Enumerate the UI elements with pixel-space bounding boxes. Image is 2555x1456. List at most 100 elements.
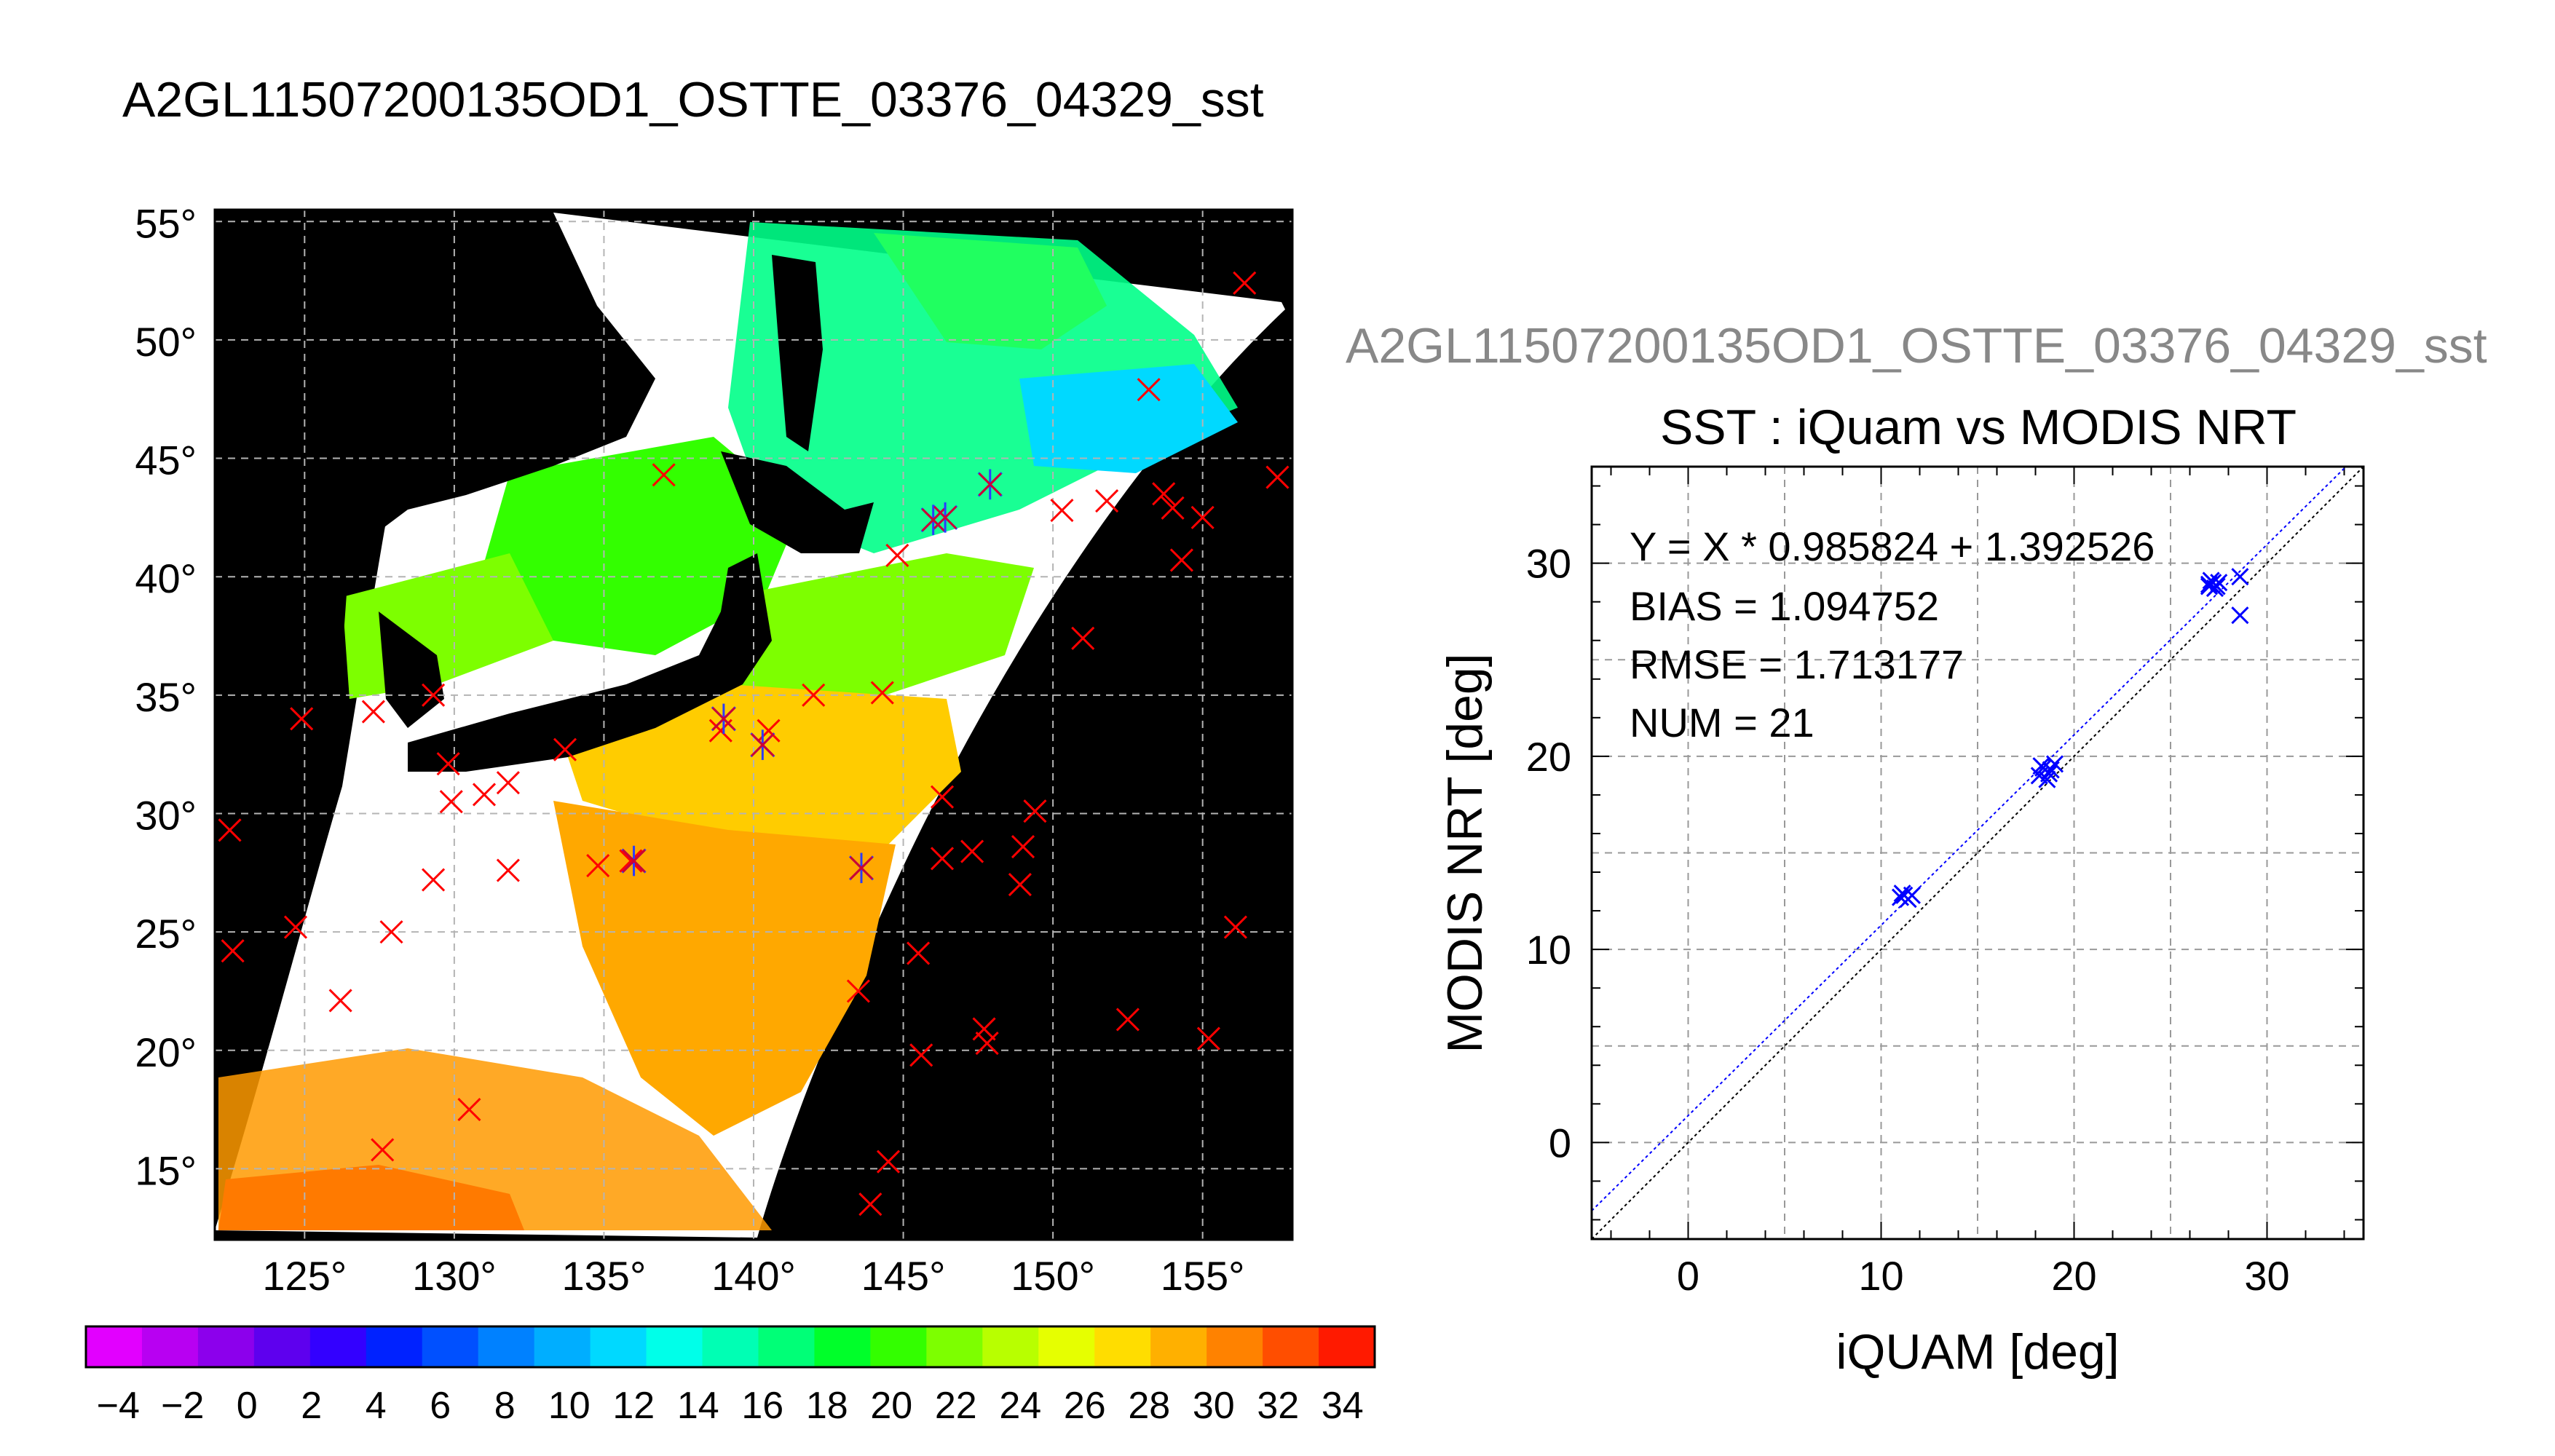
scatter-y-tick-labels: 0 10 20 30 xyxy=(1526,541,1571,1166)
colorbar-swatch-22 xyxy=(1319,1326,1375,1367)
red-marker-28-stroke-b xyxy=(930,847,955,871)
scatter-point-18-stroke-b xyxy=(2200,577,2219,596)
scatter-y-label: MODIS NRT [deg] xyxy=(1437,653,1493,1053)
red-marker-23 xyxy=(858,1192,882,1216)
one-to-one-line xyxy=(1591,466,2364,1240)
red-marker-19-stroke-b xyxy=(652,463,676,487)
colorbar-swatch-18 xyxy=(1094,1326,1151,1367)
scatter-point-18 xyxy=(2200,577,2219,596)
map-markers xyxy=(218,271,1290,1216)
red-marker-13-stroke-b xyxy=(496,771,520,795)
scatter-title: SST : iQuam vs MODIS NRT xyxy=(1660,400,2297,455)
red-marker-40 xyxy=(1137,378,1161,402)
red-marker-37 xyxy=(1071,626,1095,650)
sst-map xyxy=(213,208,1294,1241)
red-marker-49 xyxy=(885,543,909,567)
scatter-point-4 xyxy=(1893,885,1911,903)
red-marker-16-stroke-b xyxy=(553,737,577,761)
blue-marker-red-5 xyxy=(933,505,957,529)
colorbar-label-16: 16 xyxy=(741,1385,783,1427)
sst-patch-pacific-north xyxy=(728,553,1034,699)
red-marker-29-stroke-b xyxy=(930,785,955,809)
colorbar-swatch-21 xyxy=(1263,1326,1319,1367)
lon-label-150: 150° xyxy=(1011,1253,1095,1299)
red-marker-30-stroke-b xyxy=(960,839,984,863)
red-marker-15-stroke-b xyxy=(457,1098,481,1122)
red-marker-9-stroke-b xyxy=(436,752,460,776)
sst-patch-cold-east xyxy=(1019,364,1238,473)
colorbar-swatch-14 xyxy=(870,1326,927,1367)
colorbar-label-14: 14 xyxy=(677,1385,719,1427)
red-marker-40-stroke-b xyxy=(1137,378,1161,402)
red-marker-5 xyxy=(361,700,385,724)
colorbar-swatch-2 xyxy=(197,1326,255,1367)
fit-line xyxy=(1591,466,2347,1211)
red-marker-18 xyxy=(619,849,643,873)
red-marker-7-stroke-b xyxy=(371,1138,395,1162)
scatter-point-3-stroke-b xyxy=(1903,886,1921,904)
red-marker-11 xyxy=(422,868,446,892)
red-marker-34-stroke-b xyxy=(1011,834,1035,859)
red-marker-12-stroke-b xyxy=(472,783,497,807)
red-marker-29 xyxy=(930,785,955,809)
red-marker-10 xyxy=(439,790,463,814)
red-marker-45 xyxy=(1196,1026,1220,1051)
red-marker-17 xyxy=(586,853,610,878)
scatter-x-label: iQUAM [deg] xyxy=(1836,1324,2119,1380)
red-marker-25-stroke-b xyxy=(876,1150,901,1174)
red-marker-24 xyxy=(870,681,894,705)
red-marker-38 xyxy=(1095,489,1119,513)
red-marker-4 xyxy=(328,989,352,1013)
colorbar-label-12: 12 xyxy=(612,1385,655,1427)
scatter-point-20 xyxy=(2231,606,2249,625)
red-marker-34 xyxy=(1011,834,1035,859)
red-marker-32-stroke-b xyxy=(975,1031,999,1056)
colorbar-label-6: 6 xyxy=(430,1385,451,1427)
lat-label-35: 35° xyxy=(135,674,197,720)
scatter-x-tick-20: 20 xyxy=(2051,1253,2096,1299)
lat-label-40: 40° xyxy=(135,555,197,601)
red-marker-37-stroke-b xyxy=(1071,626,1095,650)
red-marker-20 xyxy=(757,719,781,743)
scatter-y-tick-20: 20 xyxy=(1526,734,1571,780)
red-marker-32 xyxy=(975,1031,999,1056)
stat-equation: Y = X * 0.985824 + 1.392526 xyxy=(1630,523,2155,569)
scatter-source-label: A2GL11507200135OD1_OSTTE_03376_04329_sst xyxy=(1346,318,2487,373)
red-marker-25 xyxy=(876,1150,901,1174)
scatter-x-tick-0: 0 xyxy=(1677,1253,1699,1299)
colorbar-swatch-19 xyxy=(1150,1326,1207,1367)
colorbar-swatch-8 xyxy=(534,1326,591,1367)
scatter-x-tick-labels: 0 10 20 30 xyxy=(1677,1253,2290,1299)
red-marker-3-stroke-b xyxy=(283,915,308,939)
lon-label-130: 130° xyxy=(412,1253,497,1299)
land-sakhalin xyxy=(772,255,823,451)
blue-marker-red-3-stroke-b xyxy=(849,856,874,880)
colorbar-label-18: 18 xyxy=(806,1385,848,1427)
blue-marker-red-2 xyxy=(751,733,775,757)
red-marker-33 xyxy=(1008,873,1032,897)
colorbar-label-2: 2 xyxy=(301,1385,322,1427)
colorbar-swatch-3 xyxy=(253,1326,311,1367)
red-marker-6 xyxy=(379,920,403,944)
scatter-points xyxy=(1891,568,2249,909)
red-marker-26 xyxy=(907,941,931,965)
red-marker-46 xyxy=(1223,915,1247,939)
red-marker-38-stroke-b xyxy=(1095,489,1119,513)
red-marker-48 xyxy=(1265,465,1290,489)
red-marker-31 xyxy=(972,1017,996,1041)
red-marker-7 xyxy=(371,1138,395,1162)
red-marker-47 xyxy=(1233,271,1257,295)
map-frame xyxy=(213,208,1294,1241)
red-marker-49-stroke-b xyxy=(885,543,909,567)
blue-marker-red-1-stroke-b xyxy=(711,707,735,731)
lat-label-55: 55° xyxy=(135,200,197,246)
red-marker-11-stroke-b xyxy=(422,868,446,892)
red-marker-15 xyxy=(457,1098,481,1122)
scatter-point-0-stroke-b xyxy=(1891,888,1910,906)
lat-label-15: 15° xyxy=(135,1147,197,1193)
colorbar-swatch-20 xyxy=(1207,1326,1263,1367)
red-marker-3 xyxy=(283,915,308,939)
red-marker-42-stroke-b xyxy=(1161,496,1185,520)
scatter-point-20-stroke-b xyxy=(2231,606,2249,625)
